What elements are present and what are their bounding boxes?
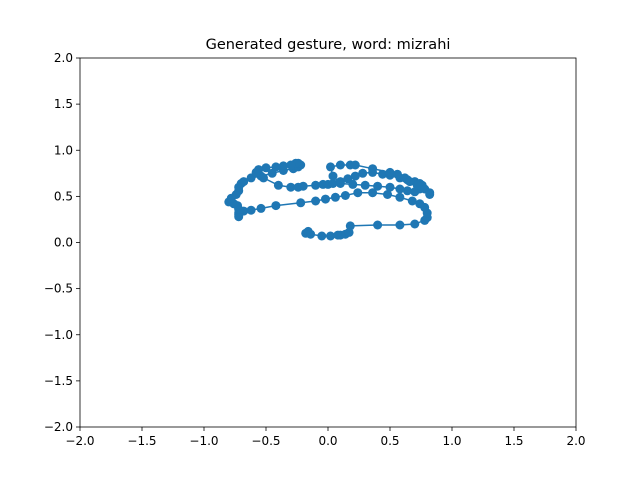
data-point	[395, 184, 405, 194]
y-tick-label: 1.5	[54, 97, 73, 111]
data-point	[360, 180, 370, 190]
data-point	[412, 180, 422, 190]
data-point	[405, 177, 415, 187]
data-point	[335, 160, 345, 170]
data-point	[415, 199, 425, 209]
data-point	[239, 177, 249, 187]
chart-title: Generated gesture, word: mizrahi	[206, 37, 451, 53]
axes-frame	[79, 57, 577, 428]
data-point	[261, 163, 271, 173]
x-axis-ticks: −2.0 −1.5 −1.0 −0.5 0.0 0.5 1.0 1.5 2.0	[65, 427, 586, 448]
data-point	[296, 198, 306, 208]
y-tick-label: 0.0	[54, 236, 73, 250]
data-point	[259, 173, 268, 183]
data-point	[335, 179, 345, 188]
plot-area	[224, 158, 435, 241]
x-tick-label: −1.0	[189, 434, 218, 448]
data-point	[271, 201, 281, 211]
data-point	[383, 190, 392, 199]
data-point	[348, 179, 358, 189]
data-point	[256, 203, 266, 213]
y-axis-ticks: −2.0 −1.5 −1.0 −0.5 0.0 0.5 1.0 1.5 2.0	[44, 51, 80, 434]
data-point	[328, 171, 338, 181]
data-point	[306, 229, 316, 239]
data-point	[271, 162, 281, 172]
data-point	[326, 162, 335, 172]
data-point	[345, 221, 355, 231]
data-point	[311, 180, 321, 190]
y-tick-label: 1.0	[54, 143, 73, 157]
data-point	[286, 160, 296, 170]
y-tick-label: 0.5	[54, 189, 73, 203]
data-point	[330, 192, 340, 202]
data-point	[385, 182, 395, 192]
data-point	[251, 167, 261, 177]
data-point	[350, 160, 360, 170]
data-point	[395, 220, 405, 230]
data-point	[373, 181, 383, 191]
data-point	[278, 161, 288, 171]
data-point	[368, 164, 378, 174]
data-point	[373, 220, 383, 230]
data-point	[395, 192, 405, 202]
data-point	[246, 205, 256, 215]
data-point	[353, 188, 363, 198]
y-tick-label: −0.5	[44, 282, 73, 296]
data-point	[392, 169, 402, 179]
data-point	[410, 219, 420, 229]
data-point	[378, 169, 388, 179]
data-point	[425, 190, 435, 199]
data-point	[407, 196, 417, 206]
data-point	[402, 186, 412, 196]
x-tick-label: 1.0	[442, 434, 461, 448]
data-point	[328, 179, 338, 188]
x-tick-label: −0.5	[251, 434, 280, 448]
data-point	[350, 171, 360, 181]
data-point	[326, 231, 335, 241]
y-tick-label: 2.0	[54, 51, 73, 65]
data-point	[317, 231, 327, 241]
x-tick-label: −2.0	[65, 434, 94, 448]
data-point	[286, 182, 296, 192]
data-point	[321, 194, 330, 204]
x-tick-label: −1.5	[127, 434, 156, 448]
x-tick-label: 1.5	[504, 434, 523, 448]
x-tick-label: 0.0	[318, 434, 337, 448]
data-point	[234, 212, 244, 222]
y-tick-label: −1.0	[44, 328, 73, 342]
data-point	[385, 167, 395, 177]
y-tick-label: −1.5	[44, 374, 73, 388]
data-point	[298, 181, 308, 191]
data-point	[311, 196, 321, 206]
data-point	[358, 168, 368, 178]
x-tick-label: 2.0	[566, 434, 585, 448]
series-markers	[224, 158, 435, 241]
data-point	[368, 188, 378, 198]
x-tick-label: 0.5	[380, 434, 399, 448]
y-tick-label: −2.0	[44, 420, 73, 434]
data-point	[340, 191, 350, 200]
data-point	[273, 180, 283, 190]
